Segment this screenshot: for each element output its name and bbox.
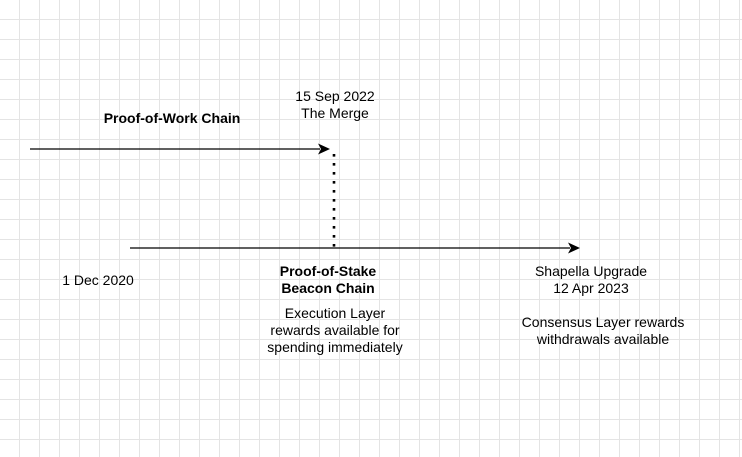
execution-layer-note: Execution Layer rewards available for sp… bbox=[267, 305, 403, 355]
consensus-layer-note: Consensus Layer rewards withdrawals avai… bbox=[521, 314, 685, 347]
shapella-date: 12 Apr 2023 bbox=[553, 280, 629, 296]
pos-chain-label: Proof-of-Stake Beacon Chain bbox=[279, 263, 377, 296]
merge-label: 15 Sep 2022 The Merge bbox=[295, 88, 374, 122]
pos-chain-arrowhead bbox=[568, 242, 580, 254]
pos-start-date: 1 Dec 2020 bbox=[62, 272, 134, 288]
shapella-name: Shapella Upgrade bbox=[534, 263, 648, 279]
merge-date: 15 Sep 2022 bbox=[295, 88, 375, 104]
merge-name: The Merge bbox=[301, 105, 369, 121]
pow-chain-arrowhead bbox=[318, 143, 330, 155]
shapella-label: Shapella Upgrade 12 Apr 2023 bbox=[535, 263, 647, 297]
pow-chain-label: Proof-of-Work Chain bbox=[103, 110, 241, 126]
